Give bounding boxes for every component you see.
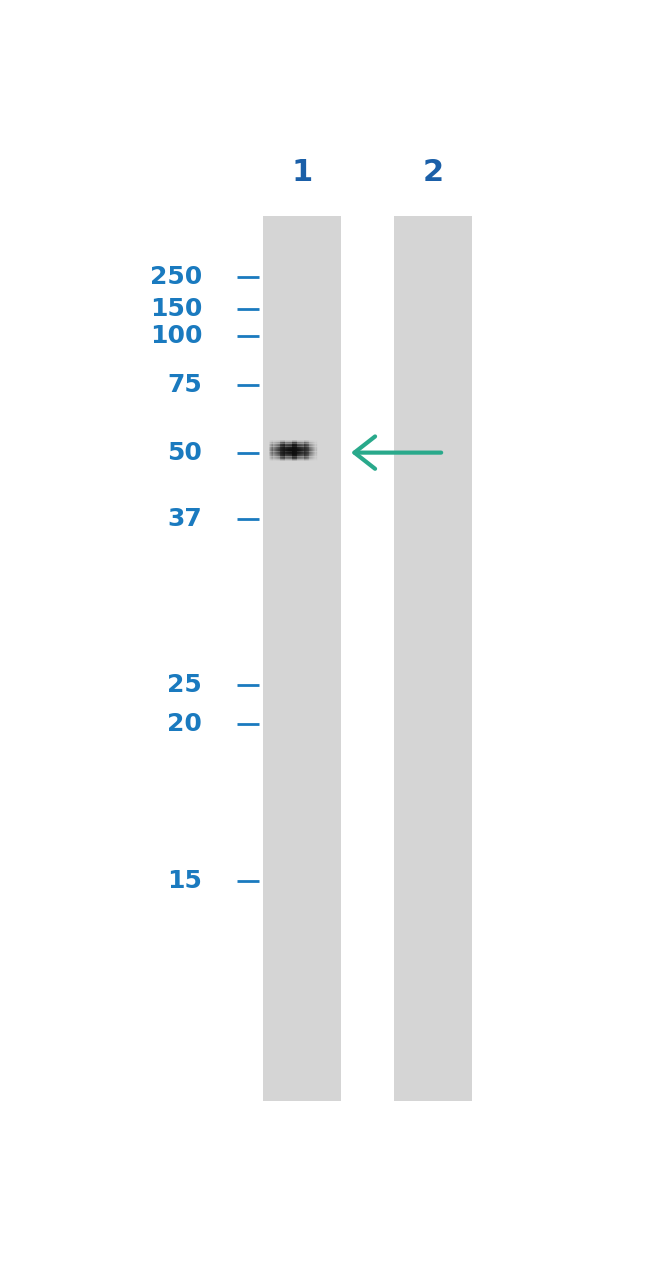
Text: 15: 15 <box>167 869 202 893</box>
Text: 250: 250 <box>150 264 202 288</box>
Text: 100: 100 <box>150 324 202 348</box>
Text: 50: 50 <box>167 441 202 465</box>
Text: 20: 20 <box>167 712 202 737</box>
Text: 37: 37 <box>168 507 202 531</box>
Text: 1: 1 <box>291 157 313 187</box>
Bar <box>263 216 341 1101</box>
Text: 25: 25 <box>168 673 202 697</box>
Text: 75: 75 <box>168 373 202 398</box>
Text: 2: 2 <box>422 157 443 187</box>
Text: 150: 150 <box>150 297 202 321</box>
Bar <box>393 216 472 1101</box>
